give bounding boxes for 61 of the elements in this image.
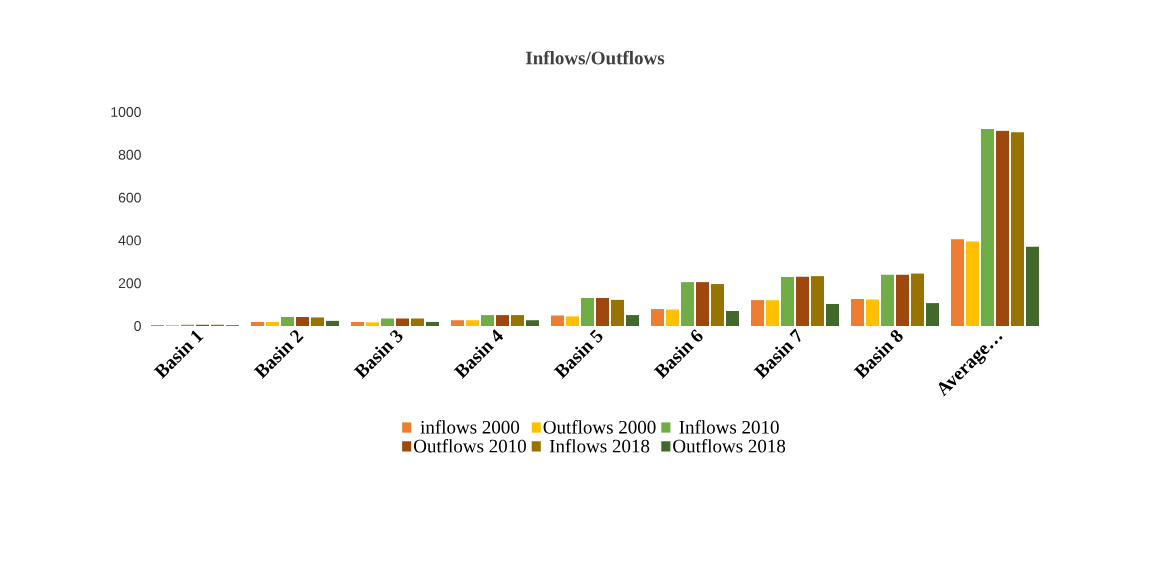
bar — [326, 320, 339, 326]
bar — [766, 300, 780, 326]
bar — [726, 311, 740, 326]
bar — [366, 322, 379, 326]
bar — [711, 284, 725, 326]
bar — [596, 297, 610, 326]
bar — [751, 300, 765, 326]
legend-label: Inflows 2018 — [549, 438, 650, 453]
bar — [496, 315, 509, 326]
chart-title: Inflows/Outflows — [525, 50, 665, 65]
bar — [281, 317, 294, 326]
bar — [826, 303, 840, 326]
bar — [251, 321, 264, 326]
bar — [381, 318, 394, 326]
y-tick-label: 1000 — [111, 107, 141, 117]
legend-label: Outflows 2000 — [543, 420, 656, 434]
bar — [811, 276, 825, 326]
bar — [626, 315, 640, 326]
bar — [981, 129, 995, 326]
y-tick-label: 0 — [134, 321, 141, 331]
bar — [696, 282, 710, 326]
bar — [266, 321, 279, 326]
bar — [466, 320, 480, 326]
bar — [396, 318, 410, 326]
bar — [781, 276, 795, 326]
bar — [511, 315, 525, 326]
bar — [296, 317, 309, 326]
bar — [896, 274, 910, 326]
bar — [411, 318, 424, 326]
bar — [651, 309, 665, 326]
bar — [311, 317, 324, 326]
bar — [551, 315, 565, 326]
y-tick-label: 800 — [118, 149, 141, 160]
bar — [1011, 132, 1025, 326]
bar — [1026, 246, 1040, 326]
bar — [681, 282, 695, 326]
bar — [881, 274, 895, 326]
bar — [851, 299, 865, 326]
y-tick-label: 400 — [118, 235, 141, 246]
legend-label: Inflows 2010 — [679, 420, 779, 434]
bar — [351, 321, 365, 326]
legend-label: inflows 2000 — [420, 420, 520, 434]
bar — [926, 303, 940, 326]
bar — [566, 316, 580, 326]
bar — [426, 321, 440, 326]
bar — [911, 273, 925, 326]
bar — [611, 299, 625, 326]
bar — [796, 276, 810, 326]
legend-label: Outflows 2018 — [673, 438, 786, 453]
bar — [996, 130, 1010, 326]
bar — [866, 299, 880, 326]
y-tick-label: 600 — [118, 192, 141, 203]
bar — [481, 315, 495, 326]
bar — [966, 241, 980, 326]
y-tick-label: 200 — [118, 278, 141, 289]
bar — [666, 309, 680, 326]
bar — [951, 239, 965, 326]
bar — [526, 320, 540, 326]
bar — [451, 320, 464, 326]
legend-label: Outflows 2010 — [414, 438, 526, 453]
bar — [581, 297, 595, 326]
